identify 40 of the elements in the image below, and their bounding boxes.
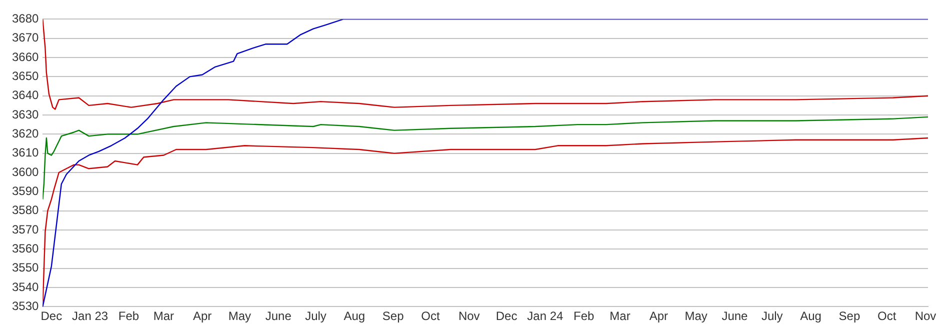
- x-tick-label: May: [228, 309, 252, 324]
- x-tick-label: Mar: [610, 309, 630, 324]
- x-tick-label: Aug: [344, 309, 366, 324]
- x-tick-label: Nov: [458, 309, 480, 324]
- y-tick-label: 3590: [12, 184, 40, 198]
- x-tick-label: Oct: [878, 309, 897, 324]
- x-tick-label: Sep: [838, 309, 860, 324]
- x-tick-label: Sep: [382, 309, 404, 324]
- y-tick-label: 3660: [12, 50, 40, 64]
- y-tick-label: 3620: [12, 126, 40, 140]
- x-tick-label: May: [684, 309, 708, 324]
- x-tick-label: June: [265, 309, 292, 324]
- y-tick-label: 3600: [12, 164, 40, 179]
- y-tick-label: 3610: [12, 146, 40, 160]
- y-tick-label: 3570: [12, 222, 40, 236]
- y-tick-label: 3680: [12, 12, 40, 26]
- x-tick-label: Mar: [153, 309, 174, 324]
- y-tick-label: 3550: [12, 260, 40, 275]
- x-tick-label: July: [761, 309, 783, 324]
- x-tick-label: Apr: [649, 309, 668, 324]
- x-tick-label: July: [305, 309, 326, 324]
- x-tick-label: Jan 24: [527, 309, 564, 324]
- x-tick-label: June: [722, 309, 748, 324]
- y-tick-label: 3670: [12, 30, 40, 45]
- x-tick-label: Jan 23: [72, 309, 108, 324]
- x-tick-label: Oct: [421, 309, 440, 324]
- y-tick-label: 3540: [12, 280, 40, 294]
- y-tick-label: 3560: [12, 241, 40, 256]
- y-tick-label: 3630: [12, 107, 40, 122]
- y-tick-label: 3530: [12, 298, 40, 313]
- x-tick-label: Apr: [192, 309, 212, 324]
- y-tick-label: 3580: [12, 203, 40, 218]
- x-tick-label: Dec: [40, 309, 62, 324]
- x-tick-label: Feb: [574, 309, 595, 324]
- x-tick-label: Nov: [914, 309, 936, 324]
- x-tick-label: Aug: [800, 309, 822, 324]
- x-tick-label: Feb: [118, 309, 140, 324]
- y-tick-label: 3650: [12, 68, 40, 83]
- x-tick-label: Dec: [496, 309, 518, 324]
- y-tick-label: 3640: [12, 88, 40, 102]
